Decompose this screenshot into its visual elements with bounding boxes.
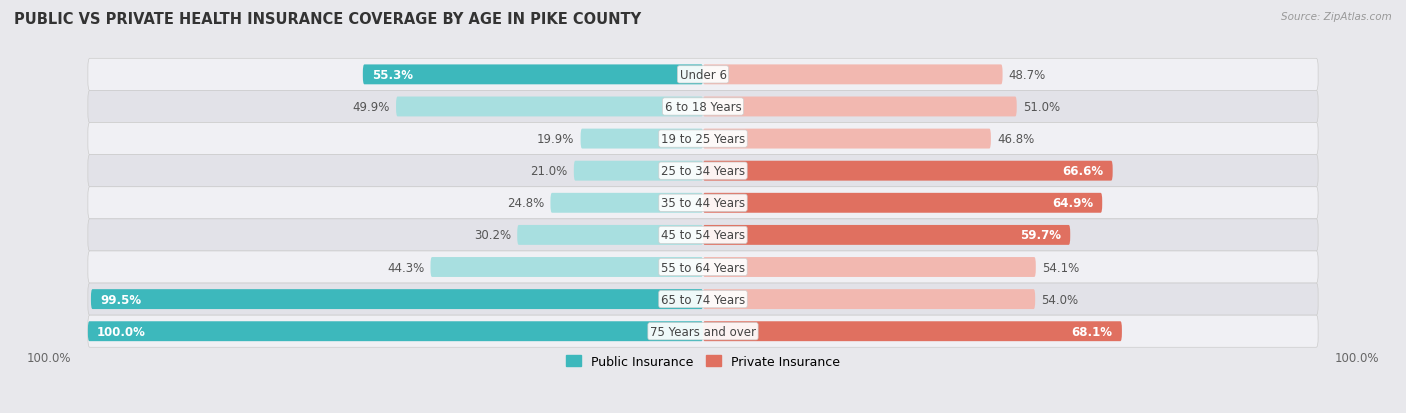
- Text: Under 6: Under 6: [679, 69, 727, 82]
- FancyBboxPatch shape: [703, 321, 1122, 341]
- Legend: Public Insurance, Private Insurance: Public Insurance, Private Insurance: [561, 350, 845, 373]
- FancyBboxPatch shape: [703, 65, 1002, 85]
- Text: PUBLIC VS PRIVATE HEALTH INSURANCE COVERAGE BY AGE IN PIKE COUNTY: PUBLIC VS PRIVATE HEALTH INSURANCE COVER…: [14, 12, 641, 27]
- Text: 54.0%: 54.0%: [1042, 293, 1078, 306]
- FancyBboxPatch shape: [87, 123, 1319, 155]
- Text: 55 to 64 Years: 55 to 64 Years: [661, 261, 745, 274]
- FancyBboxPatch shape: [550, 193, 703, 213]
- Text: 48.7%: 48.7%: [1008, 69, 1046, 82]
- Text: 100.0%: 100.0%: [97, 325, 146, 338]
- FancyBboxPatch shape: [396, 97, 703, 117]
- FancyBboxPatch shape: [363, 65, 703, 85]
- Text: Source: ZipAtlas.com: Source: ZipAtlas.com: [1281, 12, 1392, 22]
- Text: 19.9%: 19.9%: [537, 133, 575, 146]
- FancyBboxPatch shape: [703, 257, 1036, 277]
- FancyBboxPatch shape: [517, 225, 703, 245]
- FancyBboxPatch shape: [574, 161, 703, 181]
- Text: 19 to 25 Years: 19 to 25 Years: [661, 133, 745, 146]
- FancyBboxPatch shape: [87, 59, 1319, 91]
- Text: 51.0%: 51.0%: [1024, 101, 1060, 114]
- Text: 68.1%: 68.1%: [1071, 325, 1112, 338]
- FancyBboxPatch shape: [87, 283, 1319, 316]
- Text: 99.5%: 99.5%: [100, 293, 141, 306]
- Text: 64.9%: 64.9%: [1052, 197, 1092, 210]
- Text: 30.2%: 30.2%: [474, 229, 512, 242]
- Text: 21.0%: 21.0%: [530, 165, 568, 178]
- FancyBboxPatch shape: [87, 187, 1319, 219]
- FancyBboxPatch shape: [703, 97, 1017, 117]
- FancyBboxPatch shape: [87, 219, 1319, 252]
- Text: 66.6%: 66.6%: [1063, 165, 1104, 178]
- Text: 35 to 44 Years: 35 to 44 Years: [661, 197, 745, 210]
- Text: 6 to 18 Years: 6 to 18 Years: [665, 101, 741, 114]
- Text: 46.8%: 46.8%: [997, 133, 1035, 146]
- FancyBboxPatch shape: [703, 225, 1070, 245]
- FancyBboxPatch shape: [581, 129, 703, 149]
- Text: 54.1%: 54.1%: [1042, 261, 1080, 274]
- FancyBboxPatch shape: [87, 316, 1319, 347]
- FancyBboxPatch shape: [87, 155, 1319, 187]
- FancyBboxPatch shape: [703, 193, 1102, 213]
- Text: 49.9%: 49.9%: [353, 101, 389, 114]
- FancyBboxPatch shape: [87, 91, 1319, 123]
- Text: 65 to 74 Years: 65 to 74 Years: [661, 293, 745, 306]
- FancyBboxPatch shape: [87, 252, 1319, 283]
- Text: 25 to 34 Years: 25 to 34 Years: [661, 165, 745, 178]
- Text: 75 Years and over: 75 Years and over: [650, 325, 756, 338]
- Text: 100.0%: 100.0%: [1336, 351, 1379, 364]
- FancyBboxPatch shape: [703, 129, 991, 149]
- Text: 59.7%: 59.7%: [1019, 229, 1062, 242]
- Text: 45 to 54 Years: 45 to 54 Years: [661, 229, 745, 242]
- FancyBboxPatch shape: [703, 161, 1112, 181]
- FancyBboxPatch shape: [703, 290, 1035, 309]
- Text: 24.8%: 24.8%: [508, 197, 544, 210]
- Text: 55.3%: 55.3%: [373, 69, 413, 82]
- FancyBboxPatch shape: [87, 321, 703, 341]
- Text: 44.3%: 44.3%: [387, 261, 425, 274]
- Text: 100.0%: 100.0%: [27, 351, 70, 364]
- FancyBboxPatch shape: [91, 290, 703, 309]
- FancyBboxPatch shape: [430, 257, 703, 277]
